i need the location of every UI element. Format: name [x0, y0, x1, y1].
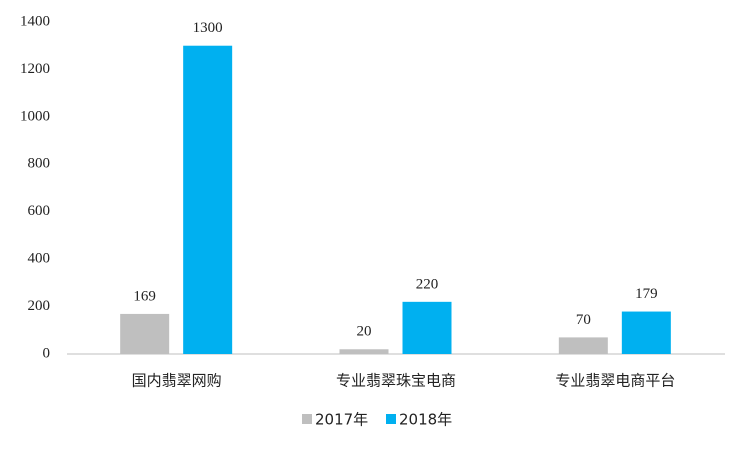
y-tick-label: 800 — [28, 156, 51, 172]
data-label: 179 — [635, 286, 658, 302]
y-tick-label: 0 — [43, 345, 51, 361]
bar — [558, 337, 608, 354]
bar — [402, 301, 452, 354]
x-tick-label: 专业翡翠珠宝电商 — [336, 372, 456, 390]
bar — [621, 311, 671, 354]
data-label: 220 — [416, 276, 439, 292]
y-tick-label: 600 — [28, 203, 51, 219]
data-label: 1300 — [193, 20, 223, 36]
x-tick-label: 专业翡翠电商平台 — [555, 372, 675, 390]
legend-label: 2017年 — [315, 411, 368, 429]
data-label: 70 — [576, 312, 591, 328]
y-tick-label: 200 — [28, 298, 51, 314]
y-tick-label: 400 — [28, 251, 51, 267]
legend-swatch — [302, 414, 312, 424]
bar — [120, 313, 170, 354]
y-tick-label: 1200 — [20, 61, 50, 77]
y-tick-label: 1000 — [20, 108, 50, 124]
legend-label: 2018年 — [399, 411, 452, 429]
data-label: 169 — [133, 288, 156, 304]
bar — [339, 349, 389, 354]
legend-swatch — [386, 414, 396, 424]
x-tick-label: 国内翡翠网购 — [132, 372, 222, 390]
y-tick-label: 1400 — [20, 13, 50, 29]
data-label: 20 — [357, 324, 372, 340]
bar — [183, 45, 233, 354]
